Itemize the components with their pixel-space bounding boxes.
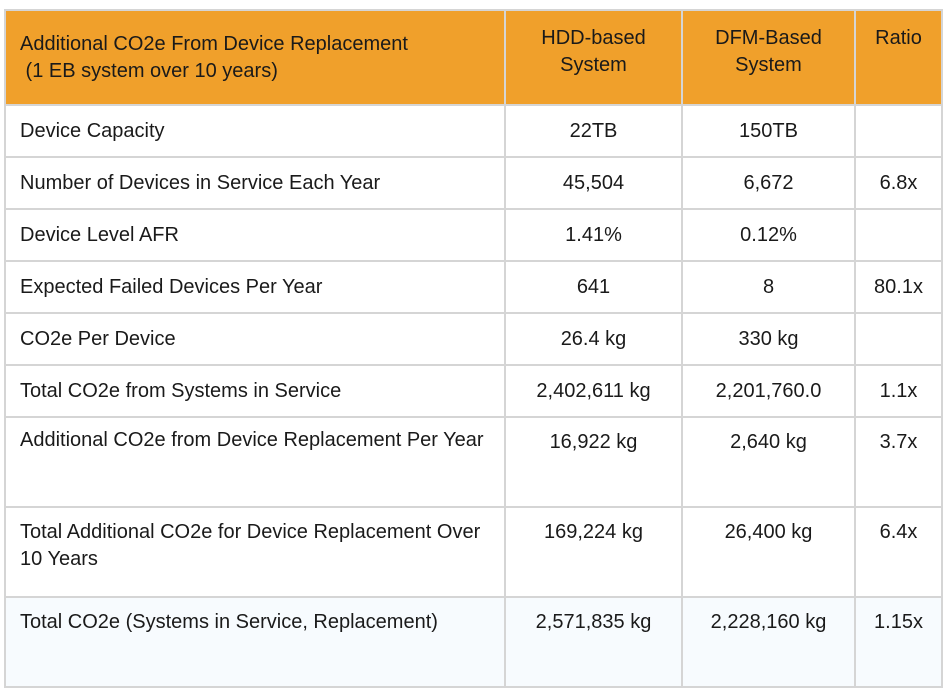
table-row: Number of Devices in Service Each Year 4… xyxy=(4,156,943,210)
ratio-value: 1.15x xyxy=(854,596,943,688)
dfm-value: 330 kg xyxy=(681,312,856,366)
ratio-value: 6.4x xyxy=(854,506,943,598)
ratio-value: 6.8x xyxy=(854,156,943,210)
header-hdd-line2: System xyxy=(560,54,627,76)
header-ratio-cell: Ratio xyxy=(854,9,943,106)
header-hdd-line1: HDD-based xyxy=(541,27,646,49)
hdd-value: 169,224 kg xyxy=(504,506,683,598)
dfm-value: 2,201,760.0 xyxy=(681,364,856,418)
dfm-value: 0.12% xyxy=(681,208,856,262)
table-row: Total Additional CO2e for Device Replace… xyxy=(4,506,943,598)
hdd-value: 22TB xyxy=(504,104,683,158)
ratio-value: 1.1x xyxy=(854,364,943,418)
co2e-comparison-table: Additional CO2e From Device Replacement … xyxy=(4,9,943,688)
header-hdd-cell: HDD-based System xyxy=(504,9,683,106)
ratio-value xyxy=(854,312,943,366)
row-label: Additional CO2e from Device Replacement … xyxy=(4,416,506,508)
dfm-value: 2,640 kg xyxy=(681,416,856,508)
table-row: Total CO2e (Systems in Service, Replacem… xyxy=(4,596,943,688)
ratio-value xyxy=(854,208,943,262)
dfm-value: 6,672 xyxy=(681,156,856,210)
table-row: CO2e Per Device 26.4 kg 330 kg xyxy=(4,312,943,366)
dfm-value: 2,228,160 kg xyxy=(681,596,856,688)
row-label: Expected Failed Devices Per Year xyxy=(4,260,506,314)
ratio-value: 80.1x xyxy=(854,260,943,314)
hdd-value: 2,571,835 kg xyxy=(504,596,683,688)
row-label: Total Additional CO2e for Device Replace… xyxy=(4,506,506,598)
header-dfm-line2: System xyxy=(735,54,802,76)
row-label: Device Capacity xyxy=(4,104,506,158)
header-title-line2: (1 EB system over 10 years) xyxy=(20,59,278,82)
header-title-line1: Additional CO2e From Device Replacement xyxy=(20,32,408,55)
ratio-value xyxy=(854,104,943,158)
row-label: CO2e Per Device xyxy=(4,312,506,366)
table-row: Device Capacity 22TB 150TB xyxy=(4,104,943,158)
hdd-value: 45,504 xyxy=(504,156,683,210)
header-dfm-cell: DFM-Based System xyxy=(681,9,856,106)
dfm-value: 26,400 kg xyxy=(681,506,856,598)
hdd-value: 1.41% xyxy=(504,208,683,262)
table-row: Device Level AFR 1.41% 0.12% xyxy=(4,208,943,262)
row-label: Total CO2e from Systems in Service xyxy=(4,364,506,418)
table-row: Total CO2e from Systems in Service 2,402… xyxy=(4,364,943,418)
hdd-value: 26.4 kg xyxy=(504,312,683,366)
table-header-row: Additional CO2e From Device Replacement … xyxy=(4,9,943,106)
table-row: Additional CO2e from Device Replacement … xyxy=(4,416,943,508)
hdd-value: 2,402,611 kg xyxy=(504,364,683,418)
header-title-cell: Additional CO2e From Device Replacement … xyxy=(4,9,506,106)
hdd-value: 641 xyxy=(504,260,683,314)
header-dfm-line1: DFM-Based xyxy=(715,27,822,49)
ratio-value: 3.7x xyxy=(854,416,943,508)
row-label: Device Level AFR xyxy=(4,208,506,262)
hdd-value: 16,922 kg xyxy=(504,416,683,508)
dfm-value: 8 xyxy=(681,260,856,314)
row-label: Total CO2e (Systems in Service, Replacem… xyxy=(4,596,506,688)
row-label: Number of Devices in Service Each Year xyxy=(4,156,506,210)
dfm-value: 150TB xyxy=(681,104,856,158)
table-row: Expected Failed Devices Per Year 641 8 8… xyxy=(4,260,943,314)
